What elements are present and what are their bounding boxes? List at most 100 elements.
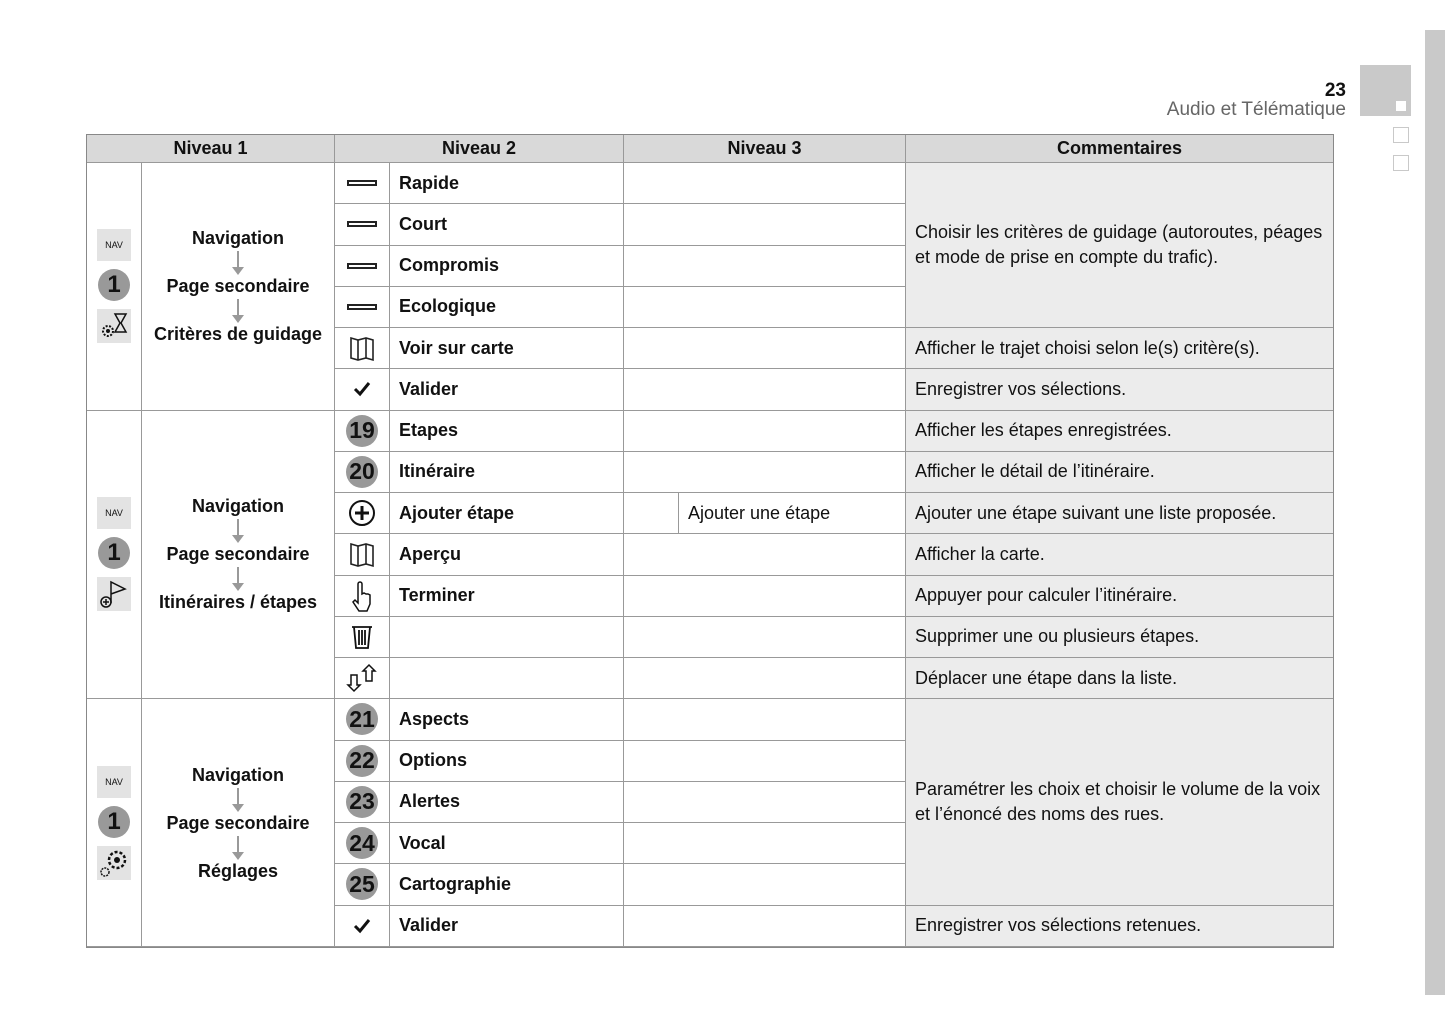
level1-icons: NAV 1 <box>87 410 142 700</box>
level3-empty <box>624 245 906 287</box>
menu-item-label[interactable]: Valider <box>390 369 624 411</box>
comment: Appuyer pour calculer l’itinéraire. <box>906 575 1333 617</box>
number-badge: 21 <box>346 703 378 736</box>
map-icon[interactable] <box>335 328 390 370</box>
arrow-down-icon <box>232 567 244 592</box>
section-marker-active <box>1360 65 1411 116</box>
comment: Choisir les critères de guidage (autorou… <box>906 163 1333 328</box>
level3-empty <box>624 658 906 700</box>
comment: Paramétrer les choix et choisir le volum… <box>906 699 1333 906</box>
menu-item-label[interactable]: Compromis <box>390 245 624 287</box>
section-marker <box>1393 127 1409 143</box>
map-icon[interactable] <box>335 534 390 576</box>
level3-empty <box>624 534 906 576</box>
level3-empty <box>624 369 906 411</box>
gear-settings-icon <box>97 845 131 880</box>
level3-item[interactable]: Ajouter une étape <box>679 493 906 535</box>
level3-empty <box>624 699 906 741</box>
level3-empty <box>624 864 906 906</box>
path-step: Navigation <box>191 764 284 785</box>
level3-empty <box>624 616 906 658</box>
menu-item-label[interactable]: Vocal <box>390 823 624 865</box>
level3-empty <box>624 328 906 370</box>
bar-icon[interactable] <box>335 286 390 328</box>
number-badge: 22 <box>346 744 378 777</box>
menu-item-label[interactable]: Ajouter étape <box>390 493 624 535</box>
path-step: Itinéraires / étapes <box>158 592 318 613</box>
gear-hourglass-icon <box>97 309 131 344</box>
number-badge: 24 <box>346 827 378 860</box>
number-icon[interactable]: 19 <box>335 410 390 452</box>
level3-empty <box>624 823 906 865</box>
number-badge: 20 <box>346 455 378 488</box>
number-icon[interactable]: 20 <box>335 451 390 493</box>
menu-item-label[interactable]: Options <box>390 740 624 782</box>
hand-pointer-icon[interactable] <box>335 575 390 617</box>
level3-empty <box>624 451 906 493</box>
arrow-down-icon <box>232 787 244 812</box>
path-step: Réglages <box>197 860 279 881</box>
arrow-down-icon <box>232 299 244 324</box>
trash-icon[interactable] <box>335 616 390 658</box>
flag-plus-icon <box>97 577 131 612</box>
level1-path: Navigation Page secondaire Itinéraires / é… <box>142 410 335 700</box>
header-niveau-1: Niveau 1 <box>87 135 335 163</box>
number-icon[interactable]: 23 <box>335 781 390 823</box>
level1-path: Navigation Page secondaire Critères de gui… <box>142 163 335 411</box>
menu-item-label[interactable]: Alertes <box>390 781 624 823</box>
comment: Ajouter une étape suivant une liste prop… <box>906 493 1333 535</box>
level3-empty <box>624 286 906 328</box>
menu-item-label[interactable]: Court <box>390 204 624 246</box>
menu-item-label[interactable] <box>390 616 624 658</box>
arrow-down-icon <box>232 251 244 276</box>
side-tab <box>1425 30 1445 995</box>
check-icon[interactable] <box>335 369 390 411</box>
menu-item-label[interactable]: Aspects <box>390 699 624 741</box>
comment: Afficher le trajet choisi selon le(s) cr… <box>906 328 1333 370</box>
arrow-down-icon <box>232 519 244 544</box>
level1-icons: NAV 1 <box>87 699 142 947</box>
level3-empty <box>624 163 906 205</box>
level3-spacer <box>624 493 679 535</box>
bar-icon[interactable] <box>335 204 390 246</box>
menu-item-label[interactable]: Aperçu <box>390 534 624 576</box>
bar-icon[interactable] <box>335 163 390 205</box>
nav-button-icon: NAV <box>97 229 131 262</box>
level3-empty <box>624 204 906 246</box>
path-step: Critères de guidage <box>153 324 323 345</box>
menu-item-label[interactable]: Terminer <box>390 575 624 617</box>
menu-item-label[interactable]: Itinéraire <box>390 451 624 493</box>
move-arrows-icon[interactable] <box>335 658 390 700</box>
number-icon[interactable]: 24 <box>335 823 390 865</box>
path-step: Navigation <box>191 496 284 517</box>
number-icon[interactable]: 21 <box>335 699 390 741</box>
step-number-icon: 1 <box>98 269 130 302</box>
nav-button-icon: NAV <box>97 497 131 530</box>
menu-item-label[interactable]: Valider <box>390 905 624 947</box>
header-niveau-2: Niveau 2 <box>335 135 624 163</box>
bar-icon[interactable] <box>335 245 390 287</box>
level3-empty <box>624 740 906 782</box>
comment: Supprimer une ou plusieurs étapes. <box>906 616 1333 658</box>
menu-item-label[interactable]: Voir sur carte <box>390 328 624 370</box>
plus-circle-icon[interactable] <box>335 493 390 535</box>
level1-path: Navigation Page secondaire Réglages <box>142 699 335 947</box>
level3-empty <box>624 575 906 617</box>
number-icon[interactable]: 25 <box>335 864 390 906</box>
comment: Déplacer une étape dans la liste. <box>906 658 1333 700</box>
menu-item-label[interactable]: Etapes <box>390 410 624 452</box>
nav-button-icon: NAV <box>97 765 131 798</box>
number-icon[interactable]: 22 <box>335 740 390 782</box>
step-number-icon: 1 <box>98 537 130 570</box>
header-commentaires: Commentaires <box>906 135 1333 163</box>
check-icon[interactable] <box>335 905 390 947</box>
menu-item-label[interactable] <box>390 658 624 700</box>
path-step: Navigation <box>191 228 284 249</box>
menu-item-label[interactable]: Ecologique <box>390 286 624 328</box>
menu-item-label[interactable]: Cartographie <box>390 864 624 906</box>
level3-empty <box>624 781 906 823</box>
comment: Enregistrer vos sélections. <box>906 369 1333 411</box>
number-badge: 19 <box>346 414 378 447</box>
menu-item-label[interactable]: Rapide <box>390 163 624 205</box>
